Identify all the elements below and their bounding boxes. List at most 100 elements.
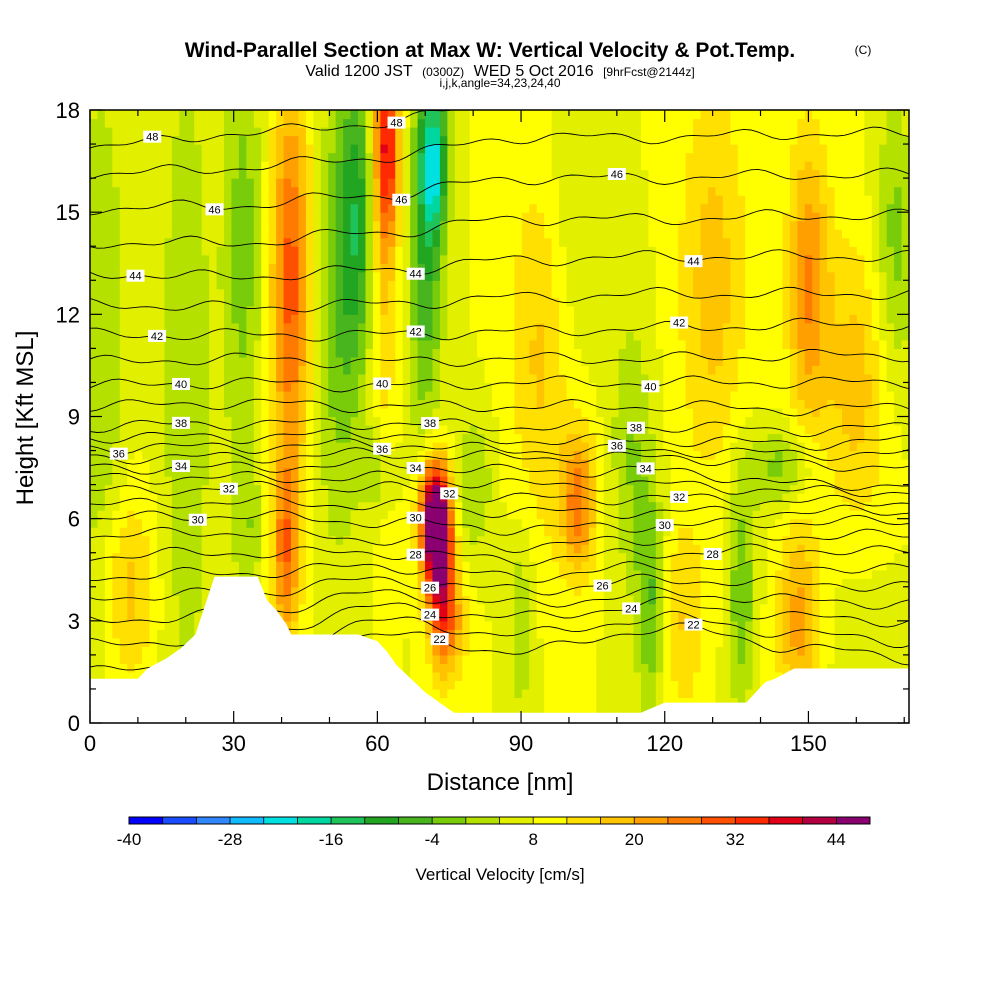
velocity-cell — [97, 288, 106, 298]
velocity-cell — [313, 442, 322, 452]
velocity-cell — [447, 237, 456, 247]
velocity-cell — [462, 433, 471, 443]
velocity-cell — [410, 595, 419, 605]
velocity-cell — [551, 527, 560, 537]
velocity-cell — [171, 442, 180, 452]
velocity-cell — [432, 135, 441, 145]
velocity-cell — [372, 459, 381, 469]
velocity-cell — [469, 305, 478, 315]
velocity-cell — [417, 254, 426, 264]
velocity-cell — [499, 544, 508, 554]
velocity-cell — [358, 518, 367, 528]
velocity-cell — [328, 552, 337, 562]
velocity-cell — [216, 135, 225, 145]
velocity-cell — [216, 544, 225, 554]
velocity-cell — [313, 425, 322, 435]
velocity-cell — [119, 305, 128, 315]
velocity-cell — [410, 586, 419, 596]
velocity-cell — [469, 467, 478, 477]
velocity-cell — [253, 501, 262, 511]
velocity-cell — [596, 552, 605, 562]
velocity-cell — [492, 450, 501, 460]
velocity-cell — [320, 535, 329, 545]
velocity-cell — [521, 493, 530, 503]
velocity-cell — [529, 195, 538, 205]
velocity-cell — [261, 297, 270, 307]
velocity-cell — [484, 586, 493, 596]
velocity-cell — [253, 476, 262, 486]
velocity-cell — [588, 373, 597, 384]
velocity-cell — [350, 365, 359, 375]
velocity-cell — [439, 348, 448, 358]
velocity-cell — [380, 407, 389, 418]
velocity-cell — [462, 578, 471, 588]
velocity-cell — [231, 433, 240, 443]
velocity-cell — [536, 118, 545, 128]
velocity-cell — [238, 152, 247, 162]
velocity-cell — [477, 322, 486, 332]
velocity-cell — [305, 271, 314, 281]
velocity-cell — [447, 629, 456, 639]
velocity-cell — [224, 476, 233, 486]
velocity-cell — [365, 339, 374, 349]
velocity-cell — [432, 127, 441, 137]
velocity-cell — [521, 688, 530, 699]
velocity-cell — [283, 612, 292, 622]
velocity-cell — [149, 229, 158, 239]
velocity-cell — [186, 442, 195, 452]
velocity-cell — [194, 450, 203, 460]
velocity-cell — [439, 271, 448, 281]
velocity-cell — [194, 390, 203, 401]
velocity-cell — [298, 331, 307, 341]
velocity-cell — [551, 561, 560, 571]
velocity-cell — [573, 246, 582, 256]
velocity-cell — [581, 382, 590, 392]
velocity-cell — [253, 127, 262, 137]
velocity-cell — [343, 314, 352, 324]
velocity-cell — [596, 569, 605, 579]
velocity-cell — [506, 314, 515, 324]
velocity-cell — [395, 322, 404, 332]
velocity-cell — [596, 314, 605, 324]
velocity-cell — [328, 501, 337, 511]
velocity-cell — [335, 271, 344, 281]
velocity-cell — [127, 433, 136, 443]
velocity-cell — [194, 373, 203, 384]
velocity-cell — [365, 161, 374, 171]
velocity-cell — [566, 493, 575, 503]
velocity-cell — [343, 118, 352, 128]
velocity-cell — [216, 518, 225, 528]
velocity-cell — [573, 407, 582, 418]
velocity-cell — [432, 552, 441, 562]
velocity-cell — [179, 356, 188, 367]
velocity-cell — [350, 297, 359, 307]
velocity-cell — [179, 552, 188, 562]
velocity-cell — [447, 390, 456, 401]
velocity-cell — [224, 314, 233, 324]
velocity-cell — [298, 169, 307, 179]
velocity-cell — [209, 288, 218, 298]
velocity-cell — [253, 399, 262, 409]
velocity-cell — [313, 186, 322, 196]
velocity-cell — [343, 135, 352, 145]
velocity-cell — [387, 399, 396, 409]
velocity-cell — [425, 237, 434, 247]
velocity-cell — [492, 612, 501, 622]
velocity-cell — [432, 399, 441, 409]
velocity-cell — [380, 229, 389, 239]
velocity-cell — [514, 552, 523, 562]
velocity-cell — [246, 518, 255, 528]
velocity-cell — [462, 127, 471, 137]
velocity-cell — [581, 620, 590, 630]
velocity-cell — [410, 654, 419, 664]
velocity-cell — [238, 203, 247, 213]
velocity-cell — [410, 629, 419, 639]
velocity-cell — [573, 229, 582, 239]
velocity-cell — [462, 237, 471, 247]
velocity-cell — [372, 450, 381, 460]
velocity-cell — [171, 510, 180, 520]
velocity-cell — [380, 305, 389, 315]
velocity-cell — [492, 203, 501, 213]
velocity-cell — [358, 493, 367, 503]
velocity-cell — [238, 416, 247, 426]
